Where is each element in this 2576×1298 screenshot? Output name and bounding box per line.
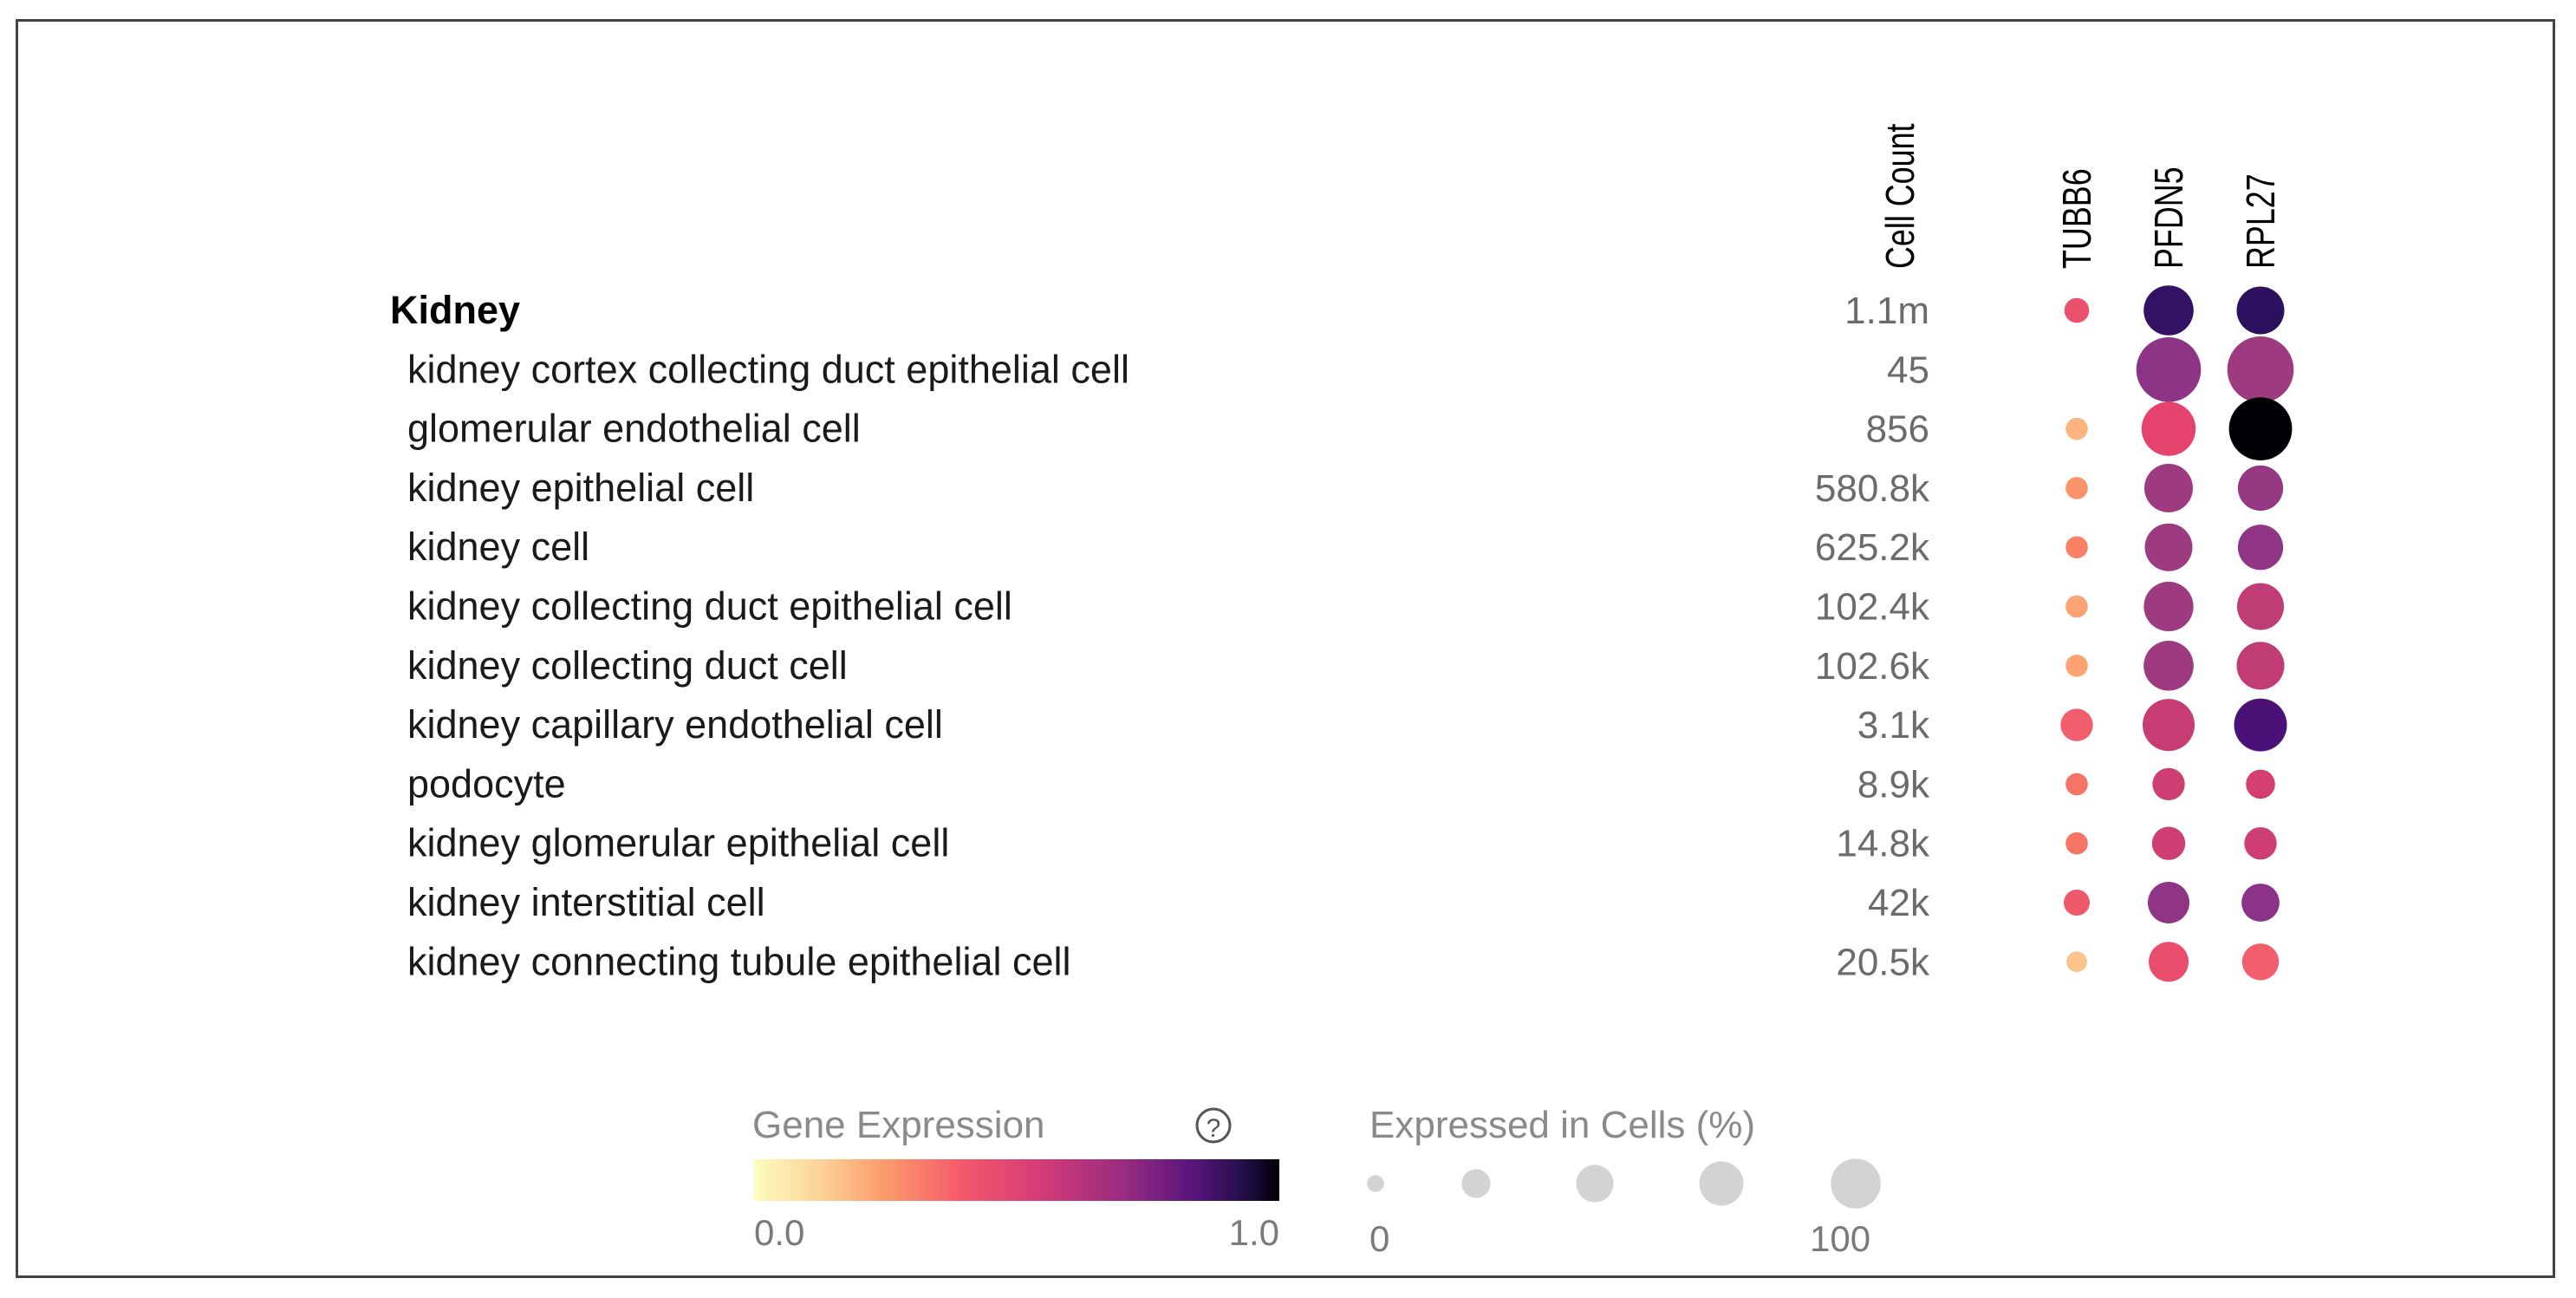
cell-count-value: 42k [1868, 882, 1930, 924]
expression-dot-tubb6[interactable] [2060, 708, 2093, 741]
cell-type-row[interactable]: kidney cell 625.2k [407, 523, 2284, 571]
expression-dot-pfdn5[interactable] [2144, 463, 2193, 512]
cell-type-row[interactable]: kidney cortex collecting duct epithelial… [407, 336, 2294, 403]
cell-type-label: kidney interstitial cell [407, 880, 765, 924]
chart-frame [16, 19, 2555, 1278]
expression-legend: Gene Expression ? 0.0 1.0 [752, 1104, 1279, 1253]
cell-count-header: Cell Count [1878, 123, 1922, 269]
cell-type-label: kidney capillary endothelial cell [407, 702, 943, 747]
cell-type-label: kidney collecting duct cell [407, 643, 848, 688]
expression-dot-rpl27[interactable] [2234, 698, 2287, 752]
expression-dot-pfdn5[interactable] [2141, 401, 2196, 456]
expression-dot-pfdn5[interactable] [2149, 942, 2189, 982]
cell-type-label: kidney cortex collecting duct epithelial… [407, 347, 1129, 391]
expression-dot-tubb6[interactable] [2065, 417, 2088, 440]
gene-header-pfdn5: PFDN5 [2147, 166, 2191, 269]
expression-dot-tubb6[interactable] [2064, 297, 2090, 323]
expression-dot-pfdn5[interactable] [2144, 523, 2193, 571]
expression-dot-pfdn5[interactable] [2143, 285, 2194, 336]
cell-type-row[interactable]: glomerular endothelial cell 856 [407, 397, 2293, 460]
size-legend-dot [1461, 1169, 1491, 1198]
size-legend-title: Expressed in Cells (%) [1369, 1104, 1755, 1146]
svg-text:?: ? [1207, 1114, 1221, 1143]
cell-type-row[interactable]: kidney capillary endothelial cell 3.1k [407, 698, 2287, 752]
expression-dot-rpl27[interactable] [2241, 884, 2280, 922]
cell-type-row[interactable]: kidney interstitial cell 42k [407, 880, 2280, 924]
cell-type-label: podocyte [407, 761, 566, 806]
cell-type-row[interactable]: kidney epithelial cell 580.8k [407, 463, 2284, 512]
tissue-row[interactable]: Kidney 1.1m [390, 285, 2285, 336]
expression-dot-tubb6[interactable] [2065, 773, 2088, 796]
cell-type-label: kidney glomerular epithelial cell [407, 821, 949, 865]
expression-dot-pfdn5[interactable] [2143, 699, 2195, 752]
gene-header-tubb6: TUBB6 [2055, 168, 2099, 269]
expression-colorbar [754, 1159, 1279, 1201]
expression-dot-tubb6[interactable] [2066, 951, 2087, 973]
cell-count-value: 856 [1866, 408, 1929, 451]
cell-type-row[interactable]: kidney connecting tubule epithelial cell… [407, 939, 2280, 983]
expression-dot-rpl27[interactable] [2236, 642, 2285, 690]
expression-dot-rpl27[interactable] [2241, 943, 2280, 981]
expression-dot-rpl27[interactable] [2236, 286, 2285, 335]
size-max-label: 100 [1810, 1218, 1870, 1259]
expression-legend-title: Gene Expression [752, 1104, 1045, 1146]
cell-type-row[interactable]: kidney glomerular epithelial cell 14.8k [407, 821, 2277, 865]
expression-dot-pfdn5[interactable] [2143, 581, 2194, 632]
cell-type-label: kidney epithelial cell [407, 466, 754, 510]
expression-dot-tubb6[interactable] [2065, 536, 2088, 558]
expression-dot-rpl27[interactable] [2237, 583, 2284, 630]
expression-dot-rpl27[interactable] [2246, 769, 2275, 799]
size-legend: Expressed in Cells (%) 0 100 [1367, 1104, 1881, 1259]
expression-dot-tubb6[interactable] [2065, 477, 2088, 499]
size-legend-dot [1367, 1175, 1384, 1192]
expression-dot-pfdn5[interactable] [2143, 641, 2194, 691]
cell-count-value: 14.8k [1836, 823, 1930, 865]
expression-dot-tubb6[interactable] [2065, 832, 2088, 855]
expression-dot-tubb6[interactable] [2064, 890, 2090, 916]
expression-dot-tubb6[interactable] [2065, 595, 2088, 618]
cell-type-label: glomerular endothelial cell [407, 407, 861, 451]
cell-count-value: 102.4k [1815, 586, 1930, 629]
cell-count-value: 3.1k [1857, 704, 1930, 747]
expression-dot-pfdn5[interactable] [2148, 882, 2189, 923]
cell-count-value: 580.8k [1815, 467, 1930, 510]
size-min-label: 0 [1369, 1218, 1389, 1259]
tissue-label: Kidney [390, 288, 520, 332]
cell-type-row[interactable]: podocyte 8.9k [407, 761, 2275, 806]
expression-dot-rpl27[interactable] [2227, 336, 2294, 403]
expression-dot-rpl27[interactable] [2244, 827, 2277, 860]
cell-type-label: kidney collecting duct epithelial cell [407, 584, 1012, 629]
expression-dot-pfdn5[interactable] [2151, 826, 2186, 860]
cell-count-value: 102.6k [1815, 645, 1930, 688]
expression-dot-rpl27[interactable] [2237, 525, 2284, 571]
expression-dot-rpl27[interactable] [2237, 465, 2284, 512]
size-legend-dot [1831, 1158, 1881, 1209]
cell-type-label: kidney cell [407, 525, 589, 569]
cell-count-value: 8.9k [1857, 763, 1930, 806]
size-legend-dot [1576, 1164, 1614, 1203]
expression-min-label: 0.0 [754, 1212, 804, 1253]
expression-dot-pfdn5[interactable] [2136, 337, 2202, 402]
cell-count-value: 625.2k [1815, 526, 1930, 569]
expression-max-label: 1.0 [1229, 1212, 1279, 1253]
expression-dot-pfdn5[interactable] [2152, 767, 2185, 801]
expression-dot-rpl27[interactable] [2228, 397, 2293, 460]
help-icon[interactable]: ? [1195, 1107, 1232, 1144]
cell-count-value: 45 [1887, 349, 1929, 391]
gene-header-rpl27: RPL27 [2239, 173, 2283, 269]
cell-count-value: 1.1m [1844, 290, 1929, 332]
expression-dot-tubb6[interactable] [2065, 655, 2088, 677]
cell-type-row[interactable]: kidney collecting duct cell 102.6k [407, 641, 2285, 691]
cell-type-label: kidney connecting tubule epithelial cell [407, 939, 1071, 983]
size-legend-dot [1699, 1161, 1744, 1206]
cell-type-row[interactable]: kidney collecting duct epithelial cell 10… [407, 581, 2284, 632]
cell-count-value: 20.5k [1836, 941, 1930, 983]
